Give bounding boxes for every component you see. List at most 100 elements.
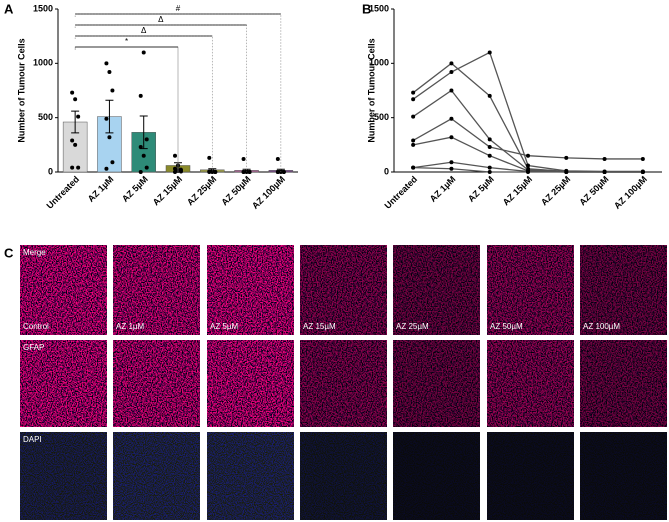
panel-label: A [4,1,14,16]
y-tick-label: 1000 [369,58,389,68]
sample-point [487,137,492,142]
sample-point [526,153,530,158]
sample-point [70,165,75,170]
micrograph [393,432,480,520]
significance-bracket [74,35,213,172]
significance-label: # [176,4,181,13]
sample-point [76,165,81,170]
micrograph [113,340,200,427]
sample-point [141,50,146,55]
column-label: AZ 15µM [303,322,336,331]
sample-point [104,61,109,66]
significance-bracket [74,24,247,172]
x-tick-label: Untreated [44,174,81,211]
sample-point [487,50,492,55]
sample-point [526,163,530,168]
sample-point [564,170,569,174]
sample-point [73,142,78,147]
significance-label: Δ [141,26,147,35]
sample-point [640,156,645,161]
sample-point [411,138,416,143]
sample-point [110,160,115,165]
sample-point [107,135,112,140]
sample-point [640,170,645,174]
x-tick-label: AZ 100µM [612,174,649,211]
micrograph [393,340,480,427]
sample-line [412,51,643,173]
sample-point [138,170,143,174]
y-tick-label: 1500 [369,3,389,13]
sample-point [207,170,212,174]
y-tick-label: 0 [384,166,389,176]
sample-point [487,165,492,170]
sample-point [141,153,146,158]
micrograph [580,245,667,335]
sample-point [411,97,416,102]
sample-point [179,169,183,174]
sample-point [411,165,416,170]
x-tick-label: AZ 25µM [185,174,218,207]
sample-point [107,70,112,75]
sample-point [70,90,75,95]
micrograph [300,432,387,520]
x-tick-label: AZ 50µM [577,174,610,207]
x-tick-label: AZ 1µM [86,174,116,204]
x-tick-label: Untreated [382,174,419,211]
micrograph [207,245,294,335]
sample-point [110,88,115,93]
y-tick-label: 1500 [33,3,53,13]
sample-point [173,170,177,174]
significance-label: * [125,37,128,46]
micrograph [20,432,107,520]
sample-point [241,170,246,174]
micrograph [207,432,294,520]
column-label: AZ 25µM [396,322,429,331]
panel-label: B [362,1,371,16]
row-label: Merge [23,248,46,257]
column-label: AZ 5µM [210,322,239,331]
significance-label: Δ [158,15,164,24]
sample-point [411,142,416,147]
y-axis-label: Number of Tumour Cells [16,38,26,142]
sample-point [213,170,218,174]
sample-point [449,70,454,75]
x-tick-label: AZ 25µM [539,174,572,207]
micrograph [207,340,294,427]
sample-point [173,166,177,171]
sample-point [76,114,81,119]
micrograph [580,432,667,520]
sample-point [281,170,286,174]
micrograph [487,245,574,335]
sample-point [449,160,454,165]
sample-point [104,166,109,171]
sample-point [449,61,454,66]
micrograph [487,432,574,520]
micrograph [300,245,387,335]
sample-point [247,170,252,174]
sample-point [70,138,75,143]
sample-point [487,153,492,158]
micrograph [113,245,200,335]
column-label: Control [23,322,49,331]
sample-point [449,135,454,140]
column-label: AZ 100µM [583,322,620,331]
x-tick-label: AZ 15µM [151,174,184,207]
error-bar [71,110,80,134]
sample-point [241,156,246,161]
micrograph [393,245,480,335]
micrograph [113,432,200,520]
x-tick-label: AZ 15µM [501,174,534,207]
sample-point [275,156,280,161]
x-tick-label: AZ 50µM [219,174,252,207]
sample-point [138,145,143,150]
sample-point [487,93,492,98]
x-tick-label: AZ 1µM [428,174,458,204]
column-label: AZ 50µM [490,322,523,331]
sample-point [564,155,569,160]
y-tick-label: 500 [38,112,53,122]
sample-point [144,165,149,170]
row-label: GFAP [23,343,44,352]
sample-point [411,114,416,119]
sample-point [173,153,177,158]
